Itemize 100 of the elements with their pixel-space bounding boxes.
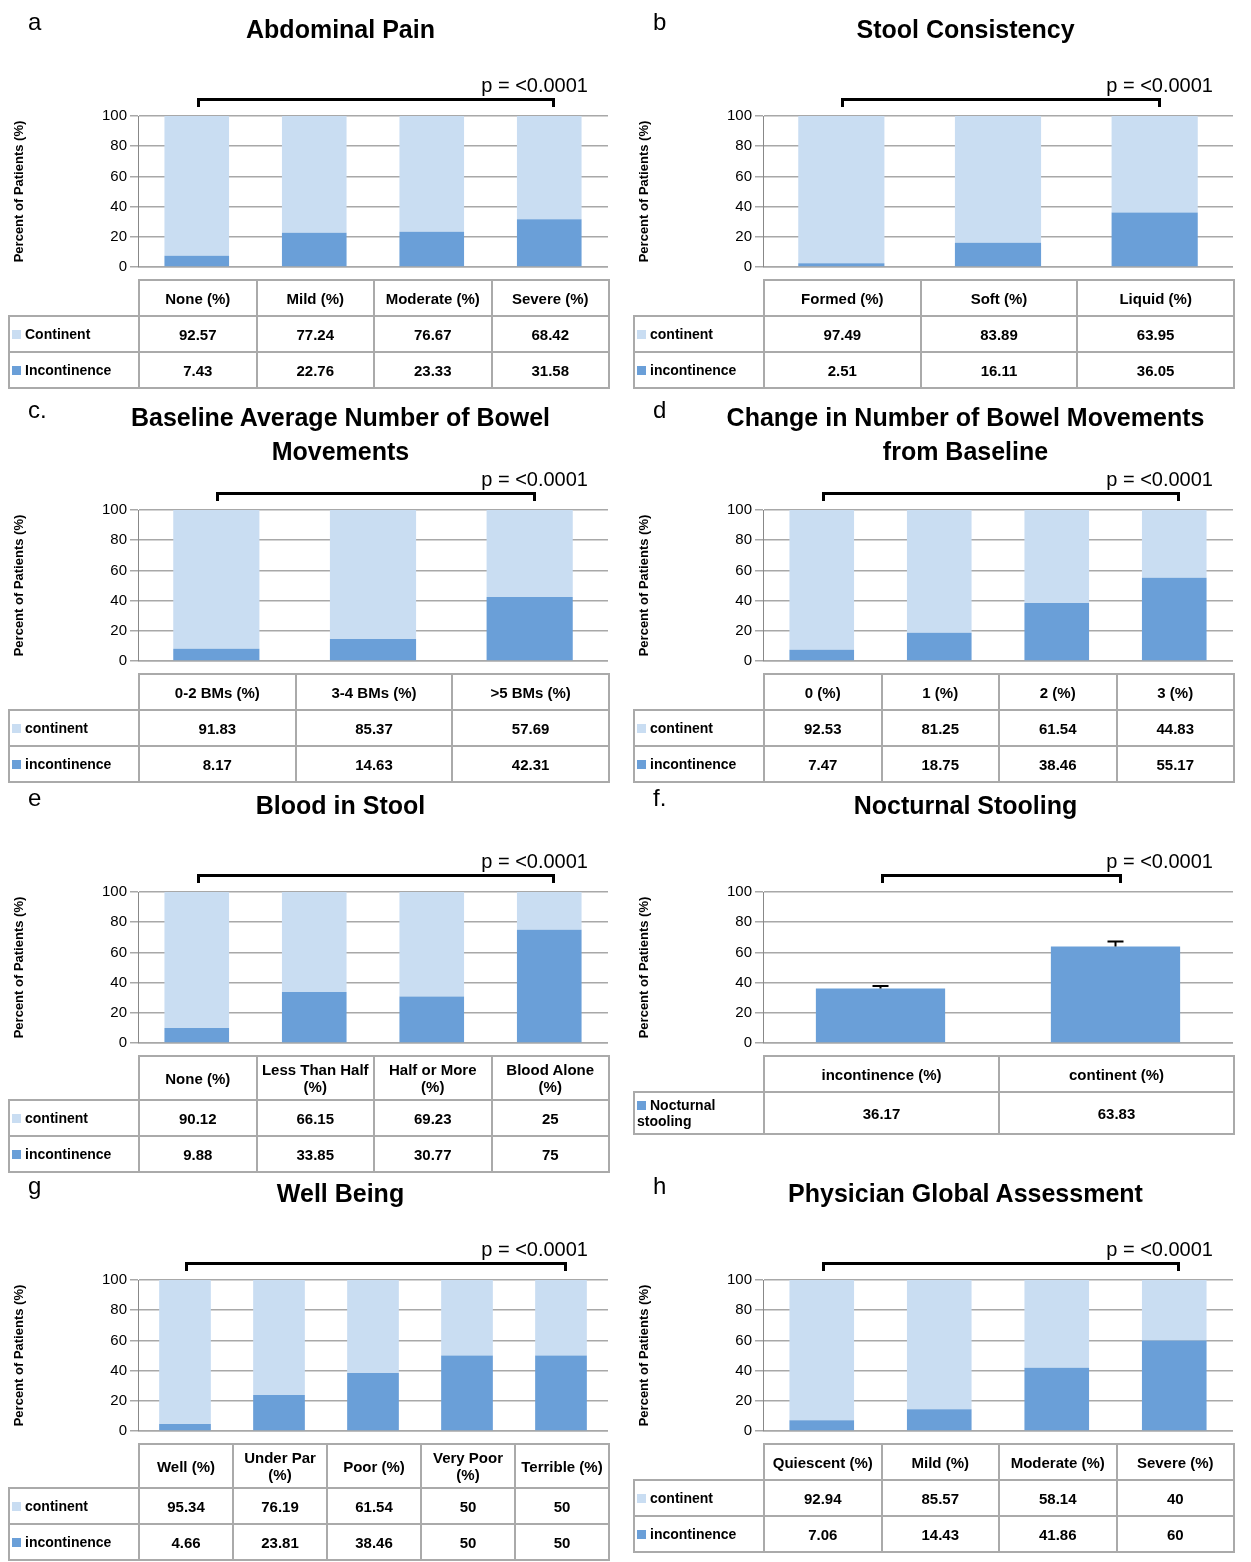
bar	[164, 255, 230, 267]
bar	[173, 648, 260, 661]
bar	[281, 892, 347, 992]
y-tick-label: 60	[110, 942, 127, 960]
bar	[281, 116, 347, 233]
bar	[253, 1280, 305, 1396]
bar	[1024, 1280, 1090, 1368]
y-tick-label: 60	[110, 1330, 127, 1348]
y-tick-label: 100	[726, 106, 752, 124]
category-label: None (%)	[165, 1069, 231, 1087]
category-label: Blood Alone (%)	[506, 1061, 595, 1095]
bar	[516, 116, 582, 220]
text: p = <0.0001	[1106, 468, 1213, 491]
bar	[347, 1280, 399, 1373]
bar	[906, 632, 972, 661]
category-label: 3 (%)	[1157, 683, 1194, 701]
y-tick-label: 100	[101, 1270, 127, 1288]
y-tick-label: 80	[110, 136, 127, 154]
text: p = <0.0001	[1106, 74, 1213, 97]
data-label: 61.54	[327, 1488, 421, 1524]
data-label: 57.69	[452, 710, 609, 746]
y-axis-title: Percent of Patients (%)	[636, 1284, 652, 1427]
data-label: 50	[515, 1524, 609, 1560]
bar	[516, 929, 582, 1043]
data-label: 92.94	[764, 1480, 882, 1516]
category-label: Severe (%)	[511, 289, 589, 307]
legend-label: continent	[9, 1488, 139, 1524]
data-label: 69.23	[374, 1100, 492, 1136]
category-label: Liquid (%)	[1119, 289, 1192, 307]
data-label: 68.42	[491, 316, 609, 352]
bar	[1024, 1367, 1090, 1431]
category-label: incontinence (%)	[821, 1065, 942, 1083]
category-label: Formed (%)	[801, 289, 884, 307]
data-label: 31.58	[491, 352, 609, 388]
y-tick-label: 40	[110, 196, 127, 214]
category-label: 3-4 BMs (%)	[331, 683, 417, 701]
legend-label: incontinence	[634, 746, 764, 782]
y-tick-label: 40	[110, 590, 127, 608]
bar	[1111, 212, 1198, 267]
bar	[329, 510, 417, 639]
data-label: 22.76	[256, 352, 374, 388]
bar	[164, 892, 230, 1029]
bar	[789, 1420, 855, 1431]
bar	[347, 1372, 399, 1431]
bar	[535, 1280, 587, 1356]
data-label: 23.81	[233, 1524, 327, 1560]
y-tick-label: 40	[110, 1360, 127, 1378]
bar	[789, 1280, 855, 1421]
bar	[281, 991, 347, 1043]
y-tick-label: 100	[101, 106, 127, 124]
chart-title: Physician Global Assessment	[787, 1178, 1144, 1209]
category-label: Severe (%)	[1136, 1453, 1214, 1471]
y-tick-label: 100	[101, 500, 127, 518]
data-label: 55.17	[1116, 746, 1234, 782]
legend-label: continent	[9, 710, 139, 746]
bar	[164, 116, 230, 256]
legend-label: incontinence	[9, 1524, 139, 1560]
data-label: 95.34	[139, 1488, 233, 1524]
data-label: 9.88	[139, 1136, 257, 1172]
bar	[329, 638, 417, 661]
bar	[164, 1028, 230, 1043]
data-label: 8.17	[139, 746, 296, 782]
bar	[399, 116, 465, 232]
data-label: 41.86	[999, 1516, 1117, 1552]
bar	[906, 1409, 972, 1431]
data-label: 90.12	[139, 1100, 257, 1136]
y-tick-label: 100	[726, 500, 752, 518]
legend-label: Nocturnal stooling	[634, 1092, 764, 1134]
y-axis-title: Percent of Patients (%)	[11, 514, 27, 657]
y-tick-label: 20	[735, 1002, 752, 1020]
text: p = <0.0001	[1106, 850, 1213, 873]
category-label: Half or More (%)	[388, 1061, 477, 1095]
data-label: 76.19	[233, 1488, 327, 1524]
bar	[535, 1355, 587, 1431]
bar	[798, 263, 885, 267]
y-tick-label: 100	[726, 1270, 752, 1288]
category-label: Soft (%)	[970, 289, 1028, 307]
y-tick-label: 20	[110, 1002, 127, 1020]
bar	[789, 510, 855, 650]
data-label: 75	[491, 1136, 609, 1172]
category-label: Under Par (%)	[244, 1449, 316, 1483]
legend-label: Incontinence	[9, 352, 139, 388]
text: g	[28, 1172, 42, 1200]
data-label: 7.06	[764, 1516, 882, 1552]
y-tick-label: 60	[735, 1330, 752, 1348]
bar	[906, 510, 972, 633]
text: a	[28, 8, 42, 36]
category-label: continent (%)	[1069, 1065, 1164, 1083]
data-label: 61.54	[999, 710, 1117, 746]
bar	[954, 242, 1042, 267]
legend-label: incontinence	[634, 1516, 764, 1552]
category-label: Moderate (%)	[1010, 1453, 1105, 1471]
y-axis-title: Percent of Patients (%)	[636, 896, 652, 1039]
bar	[1141, 1280, 1207, 1341]
bar	[906, 1280, 972, 1410]
category-label: Less Than Half (%)	[261, 1061, 369, 1095]
y-tick-label: 0	[118, 651, 127, 669]
y-tick-label: 20	[735, 1390, 752, 1408]
y-tick-label: 80	[735, 136, 752, 154]
legend-label: incontinence	[9, 746, 139, 782]
